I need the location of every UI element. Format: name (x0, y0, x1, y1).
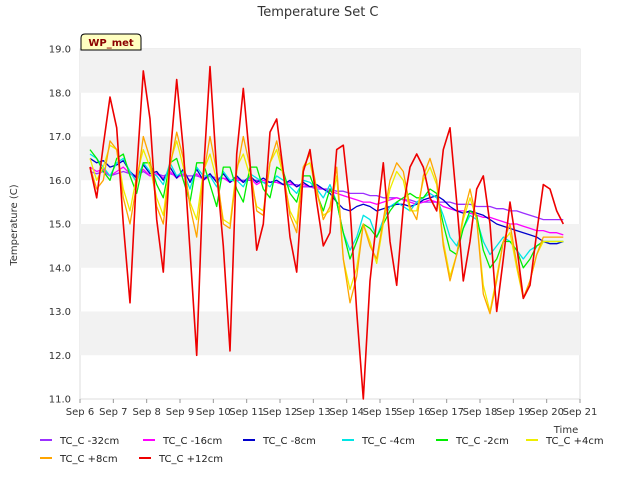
legend-item: TC_C -8cm (243, 436, 316, 447)
y-tick-label: 13.0 (49, 307, 71, 318)
x-tick-label: Sep 6 (66, 407, 94, 418)
grid-band (80, 136, 580, 181)
x-tick-label: Sep 13 (296, 407, 331, 418)
x-tick-label: Sep 15 (363, 407, 398, 418)
y-tick-label: 14.0 (49, 263, 71, 274)
y-tick-label: 19.0 (49, 45, 71, 56)
y-tick-label: 16.0 (49, 176, 71, 187)
y-tick-label: 17.0 (49, 132, 71, 143)
y-tick-label: 15.0 (49, 220, 71, 231)
legend-label: TC_C +4cm (545, 436, 604, 447)
badge-background (80, 33, 142, 51)
legend-item: TC_C -4cm (342, 436, 415, 447)
legend-label: TC_C -32cm (59, 436, 119, 447)
legend-label: TC_C +8cm (59, 454, 118, 465)
x-axis-label: Time (553, 425, 578, 436)
x-tick-label: Sep 19 (496, 407, 531, 418)
legend-label: TC_C -8cm (262, 436, 316, 447)
legend-label: TC_C -16cm (162, 436, 222, 447)
y-tick-label: 12.0 (49, 351, 71, 362)
series-line-8 (89, 65, 565, 400)
x-tick-label: Sep 10 (196, 407, 231, 418)
x-tick-label: Sep 9 (166, 407, 194, 418)
wp-met-badge: WP_met (80, 33, 142, 51)
x-tick-label: Sep 11 (229, 407, 264, 418)
x-tick-label: Sep 17 (429, 407, 464, 418)
y-tick-label: 11.0 (49, 395, 71, 406)
y-axis-label: Temperature (C) (9, 184, 20, 266)
legend-item: TC_C +4cm (526, 436, 604, 447)
legend-item: TC_C -2cm (436, 436, 509, 447)
chart-title: Temperature Set C (256, 5, 378, 20)
legend-label: TC_C -2cm (455, 436, 509, 447)
x-tick-label: Sep 20 (529, 407, 564, 418)
x-tick-label: Sep 12 (263, 407, 298, 418)
legend-item: TC_C +8cm (40, 454, 118, 465)
legend: TC_C -32cm TC_C -16cm TC_C -8cm TC_C -4cm TC… (40, 436, 604, 465)
legend-label: TC_C -4cm (361, 436, 415, 447)
series-lines (89, 65, 565, 400)
x-tick-label: Sep 14 (329, 407, 364, 418)
legend-item: TC_C -16cm (143, 436, 222, 447)
y-axis-ticks: 11.0 12.0 13.0 14.0 15.0 16.0 17.0 18.0 19.0 (49, 45, 71, 406)
legend-item: TC_C +12cm (139, 454, 223, 465)
x-tick-label: Sep 18 (463, 407, 498, 418)
x-tick-label: Sep 7 (99, 407, 127, 418)
x-tick-label: Sep 8 (132, 407, 160, 418)
legend-label: TC_C +12cm (158, 454, 223, 465)
x-tick-label: Sep 16 (396, 407, 431, 418)
grid-band (80, 311, 580, 356)
grid-band (80, 49, 580, 93)
x-tick-label: Sep 21 (563, 407, 598, 418)
y-tick-label: 18.0 (49, 88, 71, 99)
legend-item: TC_C -32cm (40, 436, 119, 447)
badge-label: WP_met (88, 38, 134, 49)
